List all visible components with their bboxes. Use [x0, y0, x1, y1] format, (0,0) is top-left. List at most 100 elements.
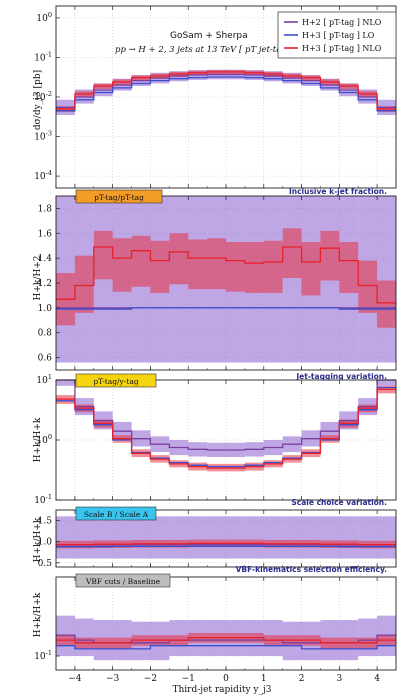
main-title: GoSam + Sherpa: [170, 31, 248, 41]
y-tick-label: 101: [36, 373, 52, 386]
x-tick-label: 3: [336, 674, 342, 684]
ratio3-ylabel: H+k/H+k: [33, 517, 43, 562]
y-tick-label: 10-3: [34, 130, 52, 143]
band-bin-h-3-nlo: [74, 255, 94, 313]
legend-entry-h3-lo: H+3 [ pT-tag ] LO: [302, 31, 375, 40]
series-line-h-3-nlo: [56, 636, 396, 644]
band-bin-h-2: [358, 516, 378, 559]
band-bin-h-3-nlo: [188, 239, 208, 290]
y-tick-label: 10-4: [34, 169, 52, 182]
y-tick-label: 1.5: [38, 517, 53, 527]
band-bin-h-2: [112, 516, 132, 559]
legend: H+2 [ pT-tag ] NLO H+3 [ pT-tag ] LO H+3…: [277, 11, 397, 59]
x-tick-label: −3: [106, 674, 120, 684]
y-tick-label: 10-1: [34, 649, 52, 662]
y-tick-label: 10-2: [34, 90, 52, 103]
x-tick-label: −2: [144, 674, 157, 684]
ratio1-ylabel: H+k/H+2: [33, 256, 43, 301]
band-bin-h-3-nlo: [131, 235, 151, 287]
band-bin-h-2: [188, 516, 208, 559]
band-bin-h-2: [56, 516, 75, 559]
band-bin-h-2: [150, 516, 170, 559]
note-scale: Scale choice variation.: [291, 498, 387, 507]
x-tick-label: 0: [223, 674, 229, 684]
band-bin-h-2: [282, 516, 302, 559]
band-bin-h-2: [339, 516, 359, 559]
ratio4-box: [75, 573, 171, 588]
band-bin-h-2: [377, 380, 396, 386]
band-bin-h-3-nlo: [244, 241, 264, 293]
series-line-h-3-pt-tag-nlo: [56, 71, 396, 110]
band-bin-h-3-nlo: [226, 241, 245, 292]
band-bin-h-2: [74, 618, 94, 657]
x-tick-label: 1: [261, 674, 267, 684]
series-line-h-2-pt-tag-nlo: [56, 73, 396, 108]
band-bin-h-3-nlo: [358, 260, 378, 313]
series-line-h-3-lo: [56, 307, 396, 310]
band-bin-h-2: [169, 516, 189, 559]
band-bin-h-2: [282, 196, 302, 363]
band-bin-h-2: [263, 516, 283, 559]
ratio2-box-label: pT-tag/y-tag: [93, 377, 138, 386]
y-tick-label: 100: [36, 11, 52, 24]
y-tick-label: 1.6: [38, 229, 53, 239]
band-bin-h-2: [56, 380, 75, 386]
legend-entry-h2-nlo: H+2 [ pT-tag ] NLO: [302, 18, 382, 27]
y-tick-label: 10-1: [34, 50, 52, 63]
y-tick-label: 1.8: [38, 204, 53, 214]
y-tick-label: 1.2: [38, 279, 52, 289]
band-bin-h-3-nlo: [263, 240, 283, 293]
y-tick-label: 0.5: [38, 559, 53, 569]
series-line-h-3-nlo: [56, 542, 396, 546]
ratio4-box-label: VBF cuts / Baseline: [85, 577, 161, 586]
band-bin-h-2: [377, 196, 396, 363]
ratio2-ylabel: H+k/H+k: [33, 417, 43, 462]
band-bin-h-3-nlo: [320, 230, 340, 281]
band-bin-h-2: [244, 516, 264, 559]
x-tick-label: −1: [182, 674, 195, 684]
series-line-h-3-nlo: [56, 246, 396, 304]
ratio3-box-label: Scale B / Scale A: [84, 510, 149, 519]
x-axis-label: Third-jet rapidity y_j3: [173, 685, 272, 695]
band-bin-h-3-nlo: [112, 238, 132, 292]
panel-ratio2: 10-1 100 101: [34, 373, 397, 506]
x-tick-label: −4: [68, 674, 82, 684]
ratio2-box: [75, 373, 157, 388]
note-inclusive: Inclusive k-jet fraction.: [289, 187, 387, 196]
y-tick-label: 100: [36, 433, 52, 446]
y-tick-label: 1.0: [38, 304, 53, 314]
note-jet-tagging: Jet-tagging variation.: [295, 372, 387, 381]
note-vbf: VBF-kinematics selection efficiency.: [236, 565, 388, 574]
ratio4-ylabel: H+k/H+k: [33, 592, 43, 637]
band-bin-h-2: [93, 516, 113, 559]
series-line-h-3-lo: [56, 645, 396, 650]
main-subtitle: pp → H + 2, 3 jets at 13 TeV [ pT jet-ta…: [115, 45, 312, 55]
ratio1-box: [75, 189, 163, 204]
band-bin-h-3-nlo: [339, 241, 359, 293]
ratio1-box-label: pT-tag/pT-tag: [94, 193, 144, 202]
y-tick-label: 1.4: [38, 254, 53, 264]
x-tick-label: 4: [374, 674, 380, 684]
panel-ratio4: 10-1 −4 −3 −2 −1 0 1 2 3 4: [34, 576, 397, 684]
band-bin-h-2: [320, 516, 340, 559]
band-bin-h-2: [377, 516, 396, 559]
band-bin-h-2: [358, 618, 378, 657]
band-bin-h-3-nlo: [377, 280, 396, 328]
main-ylabel: dσ/dy_j3 [pb]: [33, 70, 43, 130]
band-bin-h-3-nlo: [282, 228, 302, 279]
y-tick-label: 0.8: [38, 329, 53, 339]
band-bin-h-3-nlo: [93, 230, 113, 280]
y-tick-label: 1.0: [38, 538, 53, 548]
band-bin-h-3-nlo: [150, 240, 170, 293]
band-bin-h-2: [74, 516, 94, 559]
band-bin-h-2: [301, 516, 321, 559]
y-tick-label: 10-1: [34, 493, 52, 506]
band-bin-h-3-nlo: [169, 233, 189, 285]
band-bin-h-2: [226, 516, 245, 559]
ratio3-box: [75, 506, 157, 521]
band-bin-h-2: [131, 516, 151, 559]
series-line-h-3-nlo: [56, 388, 396, 469]
band-bin-h-3-nlo: [301, 241, 321, 296]
band-bin-h-2: [207, 516, 226, 559]
